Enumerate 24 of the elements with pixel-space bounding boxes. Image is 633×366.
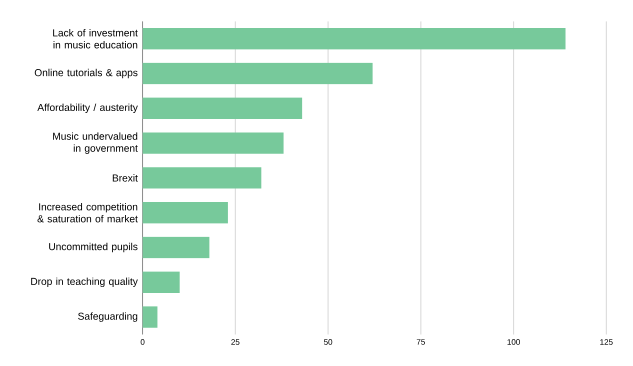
y-tick-label: Uncommitted pupils: [49, 242, 138, 252]
bar: [142, 236, 210, 258]
bar: [142, 167, 262, 188]
y-tick-label: Lack of investment in music education: [53, 28, 138, 48]
y-tick-label: Affordability / austerity: [37, 103, 138, 113]
bar: [142, 97, 302, 119]
y-tick-label: Music undervalued in government: [53, 132, 138, 154]
x-tick-label: 50: [324, 338, 332, 345]
y-tick-label: Brexit: [112, 174, 138, 182]
x-tick-label: 125: [600, 338, 613, 345]
y-tick-label: Online tutorials & apps: [34, 68, 138, 78]
y-tick-label: Drop in teaching quality: [31, 277, 138, 287]
y-tick-label: Safeguarding: [78, 312, 138, 322]
x-tick-label: 25: [231, 338, 240, 345]
x-tick-label: 75: [416, 338, 425, 345]
bar: [142, 62, 373, 84]
bar: [142, 28, 566, 50]
x-tick-label: 0: [140, 338, 145, 345]
bar: [142, 271, 180, 293]
bar: [142, 306, 158, 328]
bar: [142, 132, 284, 154]
bar: [142, 202, 228, 224]
y-tick-label: Increased competition & saturation of market: [37, 202, 138, 222]
x-tick-label: 100: [508, 338, 520, 345]
